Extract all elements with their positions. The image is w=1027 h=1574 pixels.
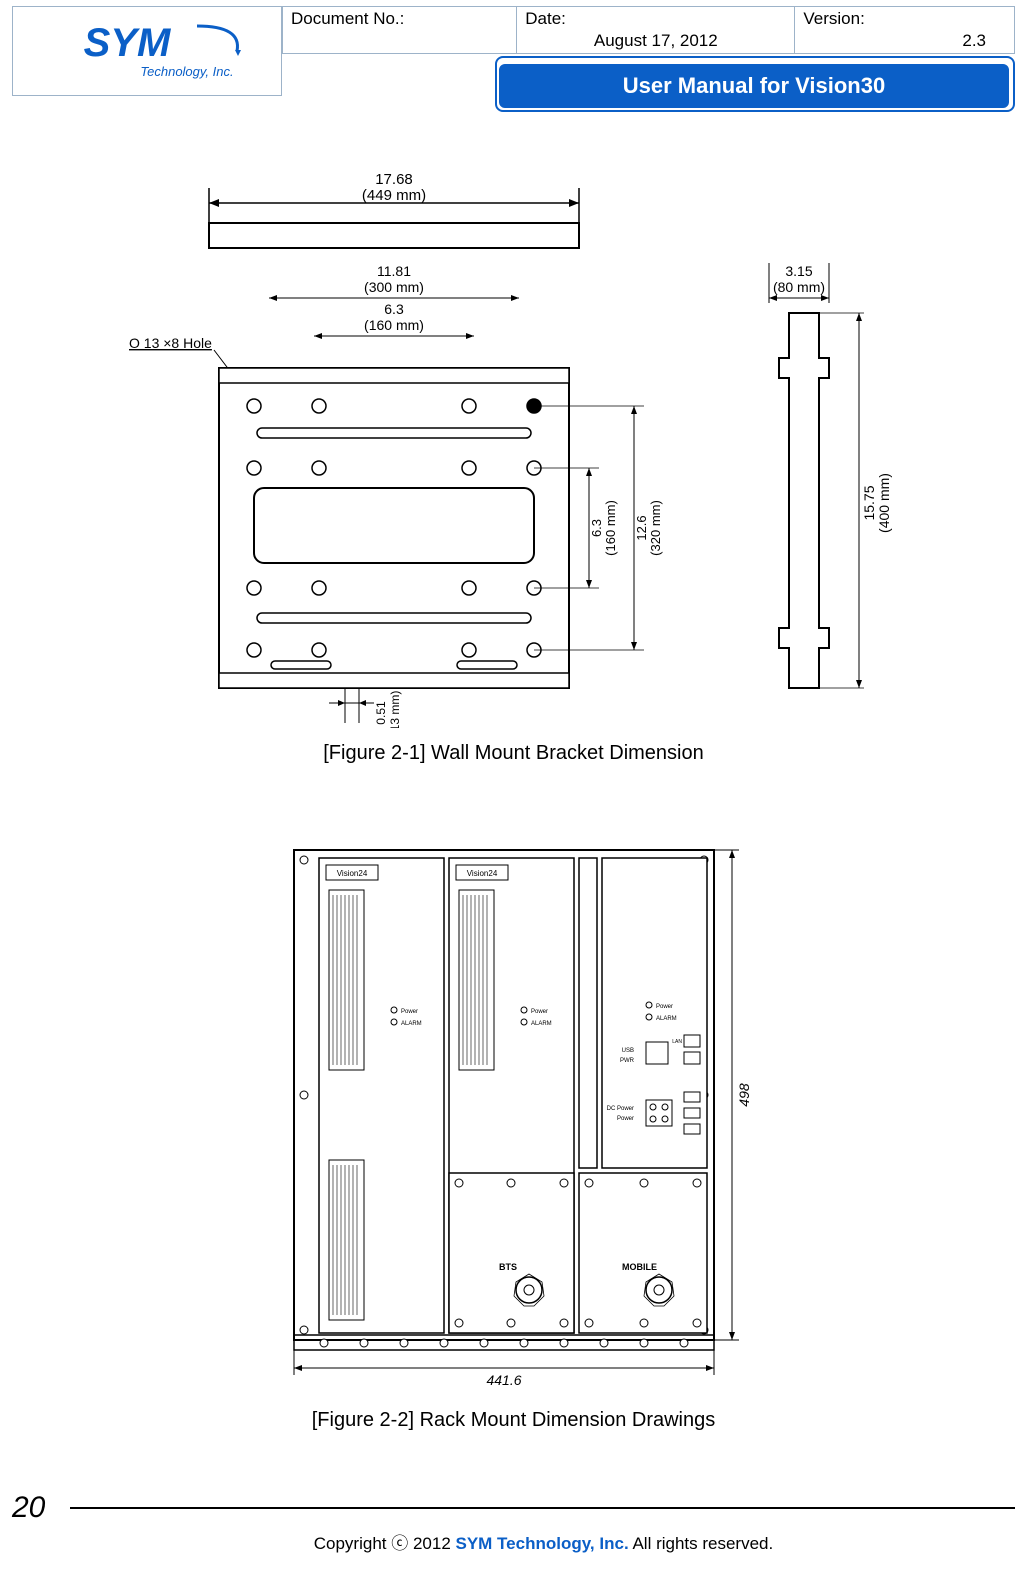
svg-text:DC Power: DC Power	[606, 1106, 633, 1112]
svg-text:BTS: BTS	[499, 1262, 517, 1272]
figure-2-caption: [Figure 2-2] Rack Mount Dimension Drawin…	[312, 1409, 716, 1432]
module-1: Vision24 Power ALARM	[319, 858, 444, 1333]
svg-text:(449 mm): (449 mm)	[361, 187, 425, 204]
svg-text:3.15: 3.15	[785, 263, 812, 279]
svg-text:ALARM: ALARM	[531, 1021, 552, 1027]
figure-1-drawing: 17.68 (449 mm) 11.81 (300 mm) 6.3 (160 m…	[89, 168, 939, 728]
logo-sub-text: Technology, Inc.	[140, 64, 233, 79]
copyright-company: SYM Technology, Inc.	[456, 1534, 629, 1553]
svg-text:11.81: 11.81	[377, 263, 411, 279]
bracket-body	[219, 368, 569, 688]
logo-swoosh-icon	[197, 26, 238, 51]
svg-text:Power: Power	[616, 1116, 633, 1122]
top-bar	[209, 223, 579, 248]
date-value: August 17, 2012	[525, 29, 786, 51]
svg-text:Vision24: Vision24	[336, 869, 367, 878]
svg-text:(400 mm): (400 mm)	[876, 473, 892, 533]
date-cell: Date: August 17, 2012	[517, 7, 795, 54]
logo-main-text: SYM	[84, 21, 172, 65]
dim-bottom-small: 0.51 (13 mm)	[329, 688, 402, 728]
figure-2-drawing: Vision24 Power ALARM	[254, 830, 774, 1395]
svg-text:(160 mm): (160 mm)	[603, 500, 618, 556]
svg-text:498: 498	[736, 1083, 752, 1107]
page-footer: 20 Copyright ⓒ 2012 SYM Technology, Inc.…	[0, 1483, 1027, 1574]
version-value: 2.3	[803, 29, 1006, 51]
header-right: Document No.: Date: August 17, 2012 Vers…	[282, 6, 1015, 112]
svg-text:USB: USB	[621, 1048, 633, 1054]
svg-text:(13 mm): (13 mm)	[388, 691, 402, 728]
side-view: 3.15 (80 mm) 15.75 (400 mm)	[769, 263, 892, 688]
svg-text:17.68: 17.68	[375, 171, 413, 188]
svg-text:Power: Power	[401, 1009, 418, 1015]
footer-line: 20	[12, 1491, 1015, 1525]
svg-text:ALARM: ALARM	[401, 1021, 422, 1027]
footer-rule	[70, 1507, 1015, 1509]
figure-1-caption: [Figure 2-1] Wall Mount Bracket Dimensio…	[323, 742, 704, 765]
svg-text:15.75: 15.75	[861, 485, 877, 520]
page-number: 20	[12, 1491, 52, 1525]
dim-inner-width: 11.81 (300 mm) 6.3 (160 mm)	[269, 263, 519, 339]
document-title: User Manual for Vision30	[499, 64, 1009, 108]
svg-text:Power: Power	[656, 1004, 673, 1010]
svg-text:ALARM: ALARM	[656, 1016, 677, 1022]
svg-text:(80 mm): (80 mm)	[772, 279, 824, 295]
svg-text:0.51: 0.51	[374, 701, 388, 725]
doc-no-label: Document No.:	[291, 9, 404, 28]
copyright-suffix: All rights reserved.	[629, 1534, 774, 1553]
svg-text:6.3: 6.3	[384, 301, 404, 317]
copyright: Copyright ⓒ 2012 SYM Technology, Inc. Al…	[12, 1529, 1015, 1554]
svg-text:O 13 ×8 Hole: O 13 ×8 Hole	[129, 335, 212, 351]
svg-text:(160 mm): (160 mm)	[364, 317, 424, 333]
version-label: Version:	[803, 9, 864, 28]
svg-text:6.3: 6.3	[589, 519, 604, 537]
title-bar-wrap: User Manual for Vision30	[495, 56, 1015, 112]
svg-text:(300 mm): (300 mm)	[364, 279, 424, 295]
svg-text:Power: Power	[531, 1009, 548, 1015]
svg-text:LAN: LAN	[672, 1039, 682, 1045]
svg-text:441.6: 441.6	[486, 1372, 521, 1388]
dim-width: 441.6	[294, 1350, 714, 1388]
copyright-prefix: Copyright ⓒ 2012	[314, 1534, 456, 1553]
doc-no-value	[291, 29, 508, 31]
page-header: SYM Technology, Inc. Document No.: Date:…	[0, 0, 1027, 118]
date-label: Date:	[525, 9, 566, 28]
company-logo: SYM Technology, Inc.	[37, 16, 257, 86]
figure-2-area: Vision24 Power ALARM	[0, 765, 1027, 1432]
dim-top-overall: 17.68 (449 mm)	[209, 171, 579, 223]
svg-text:PWR: PWR	[620, 1058, 635, 1064]
svg-text:MOBILE: MOBILE	[622, 1262, 657, 1272]
dim-height: 498	[714, 850, 752, 1340]
version-cell: Version: 2.3	[795, 7, 1015, 54]
logo-box: SYM Technology, Inc.	[12, 6, 282, 96]
doc-no-cell: Document No.:	[283, 7, 517, 54]
logo-arrow-icon	[235, 50, 241, 56]
svg-text:Vision24: Vision24	[466, 869, 497, 878]
meta-table: Document No.: Date: August 17, 2012 Vers…	[282, 6, 1015, 54]
svg-text:12.6: 12.6	[634, 515, 649, 540]
figure-1-area: 17.68 (449 mm) 11.81 (300 mm) 6.3 (160 m…	[0, 118, 1027, 765]
svg-text:(320 mm): (320 mm)	[648, 500, 663, 556]
